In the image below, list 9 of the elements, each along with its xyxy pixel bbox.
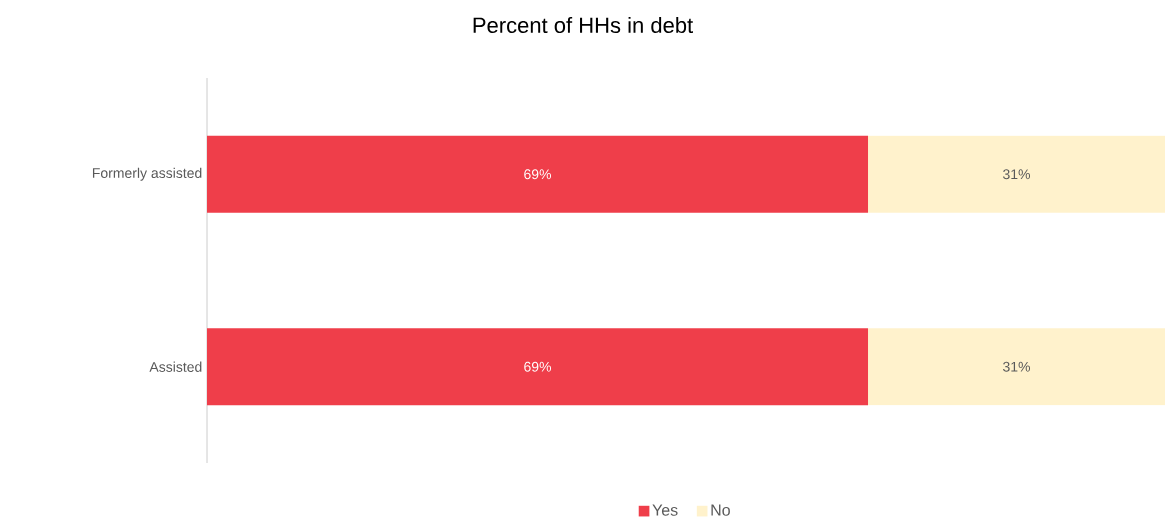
- data-label: 69%: [524, 169, 552, 180]
- y-tick-label: Assisted: [149, 361, 202, 372]
- legend-label: Yes: [652, 504, 678, 516]
- data-label: 31%: [1003, 169, 1031, 180]
- data-label: 31%: [1003, 361, 1031, 372]
- data-label: 69%: [524, 361, 552, 372]
- legend-label: No: [711, 504, 730, 516]
- y-tick-label: Formerly assisted: [92, 167, 202, 181]
- chart-title: Percent of HHs in debt: [473, 16, 694, 34]
